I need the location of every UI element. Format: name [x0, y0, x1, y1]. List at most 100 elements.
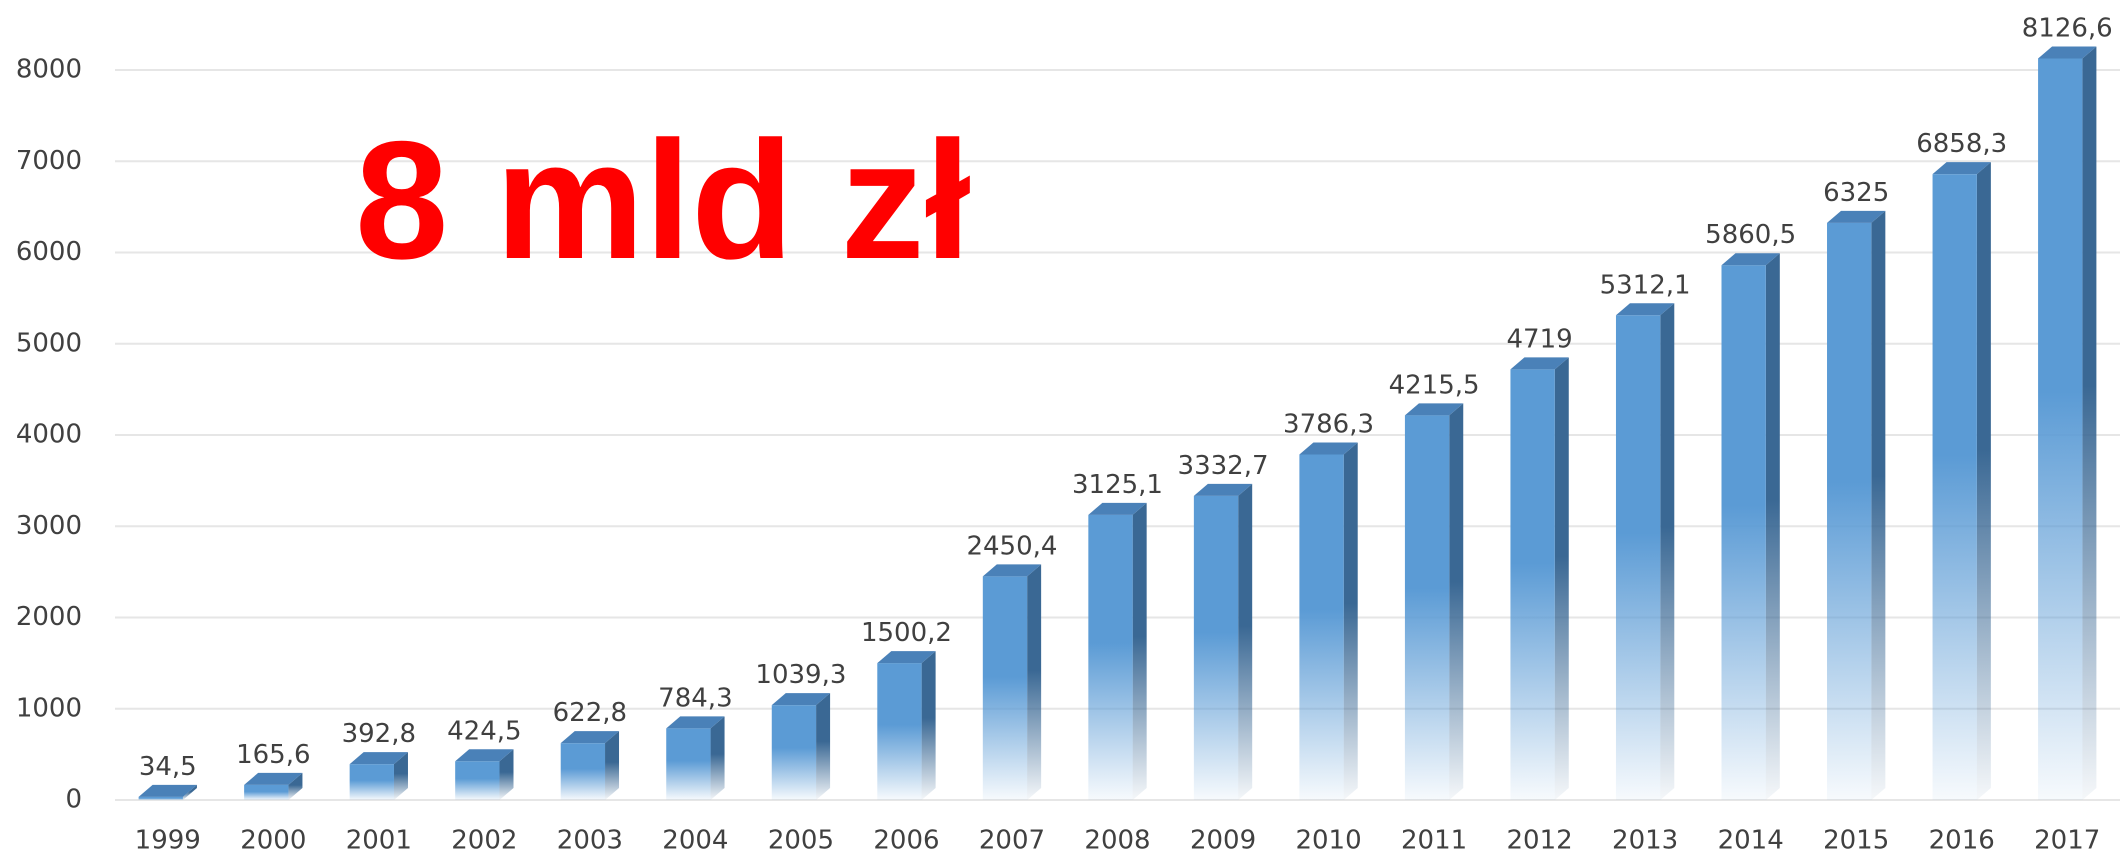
- bar-side: [2082, 46, 2097, 800]
- bar-side: [393, 752, 408, 800]
- bar-top: [244, 772, 303, 785]
- bar-side: [1660, 303, 1675, 800]
- value-label: 6325: [1823, 178, 1889, 208]
- bar-3d: [877, 651, 936, 800]
- bar-side: [1554, 357, 1569, 800]
- bar-top: [1193, 483, 1253, 496]
- bar-top: [1721, 253, 1780, 266]
- y-tick-label: 6000: [16, 237, 82, 267]
- x-tick-label: 2004: [662, 826, 728, 856]
- bar-3d: [1193, 483, 1253, 800]
- x-tick-label: 2015: [1823, 826, 1889, 856]
- x-tick-label: 2001: [346, 826, 412, 856]
- bar-3d: [1932, 162, 1991, 801]
- bar: [2038, 58, 2083, 800]
- bar-top: [771, 693, 831, 706]
- bar-side: [1343, 442, 1358, 800]
- bar-side: [1132, 502, 1147, 800]
- y-tick-label: 2000: [16, 602, 82, 632]
- bar-3d: [1721, 253, 1780, 800]
- value-label: 34,5: [139, 752, 197, 782]
- value-label: 5860,5: [1705, 220, 1796, 250]
- bar: [1193, 495, 1239, 800]
- value-label: 3786,3: [1283, 410, 1374, 440]
- bar: [138, 796, 183, 800]
- y-tick-label: 8000: [16, 55, 82, 85]
- bar-top: [1510, 357, 1569, 370]
- value-label: 622,8: [553, 698, 627, 728]
- grid: 0 1000 2000 3000 4000 5000 6000 7000 8000: [16, 55, 2120, 815]
- bar-top: [138, 784, 197, 797]
- x-tick-label: 2016: [1929, 826, 1995, 856]
- bar-top: [2038, 46, 2097, 59]
- bar-3d: [560, 731, 620, 800]
- value-label: 784,3: [658, 683, 732, 713]
- bar: [244, 784, 289, 800]
- bar-3d: [1404, 403, 1464, 800]
- bar-side: [816, 693, 831, 800]
- bar: [982, 576, 1028, 800]
- value-label: 392,8: [342, 719, 416, 749]
- bar: [666, 728, 711, 800]
- bar: [1827, 222, 1872, 800]
- bar-side: [1238, 483, 1253, 800]
- bar-top: [349, 752, 408, 765]
- x-tick-label: 2014: [1718, 826, 1784, 856]
- value-label: 4719: [1507, 324, 1573, 354]
- x-tick-label: 1999: [135, 826, 201, 856]
- x-tick-label: 2008: [1084, 826, 1150, 856]
- bar: [455, 761, 500, 800]
- bar: [1299, 454, 1344, 800]
- bar: [560, 743, 606, 800]
- x-tick-label: 2017: [2034, 826, 2100, 856]
- bar: [1721, 265, 1766, 800]
- bar-3d: [455, 749, 514, 800]
- bar-3d: [349, 752, 408, 800]
- bar-side: [1765, 253, 1780, 800]
- bar-3d: [138, 784, 197, 800]
- bar-3d: [1827, 210, 1886, 800]
- bar-side: [921, 651, 936, 800]
- value-label: 165,6: [236, 740, 310, 770]
- x-tick-label: 2013: [1612, 826, 1678, 856]
- bar-top: [560, 731, 620, 744]
- bars: 1999 34,5 2000 165,6 2001 392,8 2002 424,5 2003 6…: [135, 13, 2113, 855]
- bar: [771, 705, 817, 800]
- bar-top: [666, 716, 725, 729]
- bar-3d: [982, 564, 1042, 800]
- annotation: 8 mld zł: [355, 106, 971, 294]
- bar-side: [1871, 210, 1886, 800]
- bar-3d: [1615, 303, 1675, 800]
- x-tick-label: 2003: [557, 826, 623, 856]
- bar-top: [455, 749, 514, 762]
- y-tick-label: 4000: [16, 420, 82, 450]
- bar-top: [877, 651, 936, 664]
- value-label: 3332,7: [1178, 451, 1269, 481]
- value-label: 4215,5: [1389, 370, 1480, 400]
- bar: [1510, 369, 1555, 800]
- value-label: 5312,1: [1600, 270, 1691, 300]
- y-tick-label: 5000: [16, 328, 82, 358]
- bar: [349, 764, 394, 800]
- bar-side: [1449, 403, 1464, 800]
- value-label: 8126,6: [2022, 13, 2113, 43]
- bar-top: [1404, 403, 1464, 416]
- value-label: 1500,2: [861, 618, 952, 648]
- bar-top: [1299, 442, 1358, 455]
- bar-top: [1827, 210, 1886, 223]
- value-label: 424,5: [447, 716, 521, 746]
- x-tick-label: 2006: [873, 826, 939, 856]
- x-tick-label: 2009: [1190, 826, 1256, 856]
- bar-3d: [1088, 502, 1147, 800]
- y-tick-label: 3000: [16, 511, 82, 541]
- bar: [877, 663, 922, 800]
- bar-3d: [771, 693, 831, 800]
- y-tick-label: 7000: [16, 146, 82, 176]
- bar-top: [982, 564, 1042, 577]
- bar-top: [1088, 502, 1147, 515]
- y-tick-label: 1000: [16, 693, 82, 723]
- x-tick-label: 2007: [979, 826, 1045, 856]
- bar-side: [605, 731, 620, 800]
